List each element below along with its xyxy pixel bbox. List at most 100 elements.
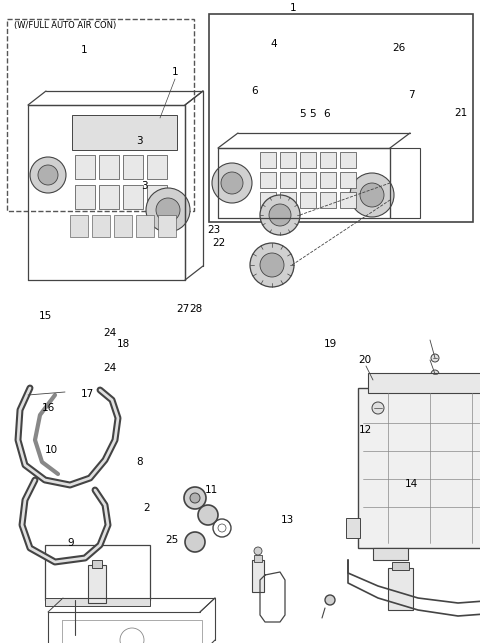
Bar <box>123 155 143 179</box>
Bar <box>92 560 102 568</box>
Text: 7: 7 <box>408 90 415 100</box>
Text: 24: 24 <box>103 328 116 338</box>
Text: 8: 8 <box>136 457 143 467</box>
Bar <box>7 19 194 211</box>
Text: 18: 18 <box>117 339 131 349</box>
Bar <box>260 152 276 168</box>
Bar <box>252 560 264 592</box>
Text: 20: 20 <box>358 355 372 365</box>
Circle shape <box>198 505 218 525</box>
Bar <box>340 152 356 168</box>
Text: 5: 5 <box>299 109 306 120</box>
Text: 3: 3 <box>136 136 143 147</box>
Text: 4: 4 <box>270 39 277 49</box>
Text: 14: 14 <box>405 478 419 489</box>
Circle shape <box>372 402 384 414</box>
Circle shape <box>38 165 58 185</box>
Text: (W/FULL AUTO AIR CON): (W/FULL AUTO AIR CON) <box>14 21 117 30</box>
Text: 1: 1 <box>81 45 87 55</box>
Bar <box>114 215 132 237</box>
Bar <box>72 115 177 150</box>
Bar <box>99 155 119 179</box>
Bar <box>358 388 480 548</box>
Circle shape <box>250 243 294 287</box>
Text: 2: 2 <box>143 503 150 513</box>
Text: 17: 17 <box>81 388 94 399</box>
Bar <box>340 192 356 208</box>
Text: 11: 11 <box>204 485 218 495</box>
Text: 12: 12 <box>359 424 372 435</box>
Circle shape <box>190 493 200 503</box>
Text: 6: 6 <box>251 86 258 96</box>
Text: 26: 26 <box>392 43 405 53</box>
Bar <box>88 565 106 603</box>
Bar <box>320 152 336 168</box>
Bar <box>260 172 276 188</box>
Bar <box>62 620 202 643</box>
Bar <box>92 215 110 237</box>
Text: 10: 10 <box>45 445 59 455</box>
Text: 21: 21 <box>454 107 468 118</box>
Bar <box>136 215 154 237</box>
Bar <box>320 192 336 208</box>
Text: 15: 15 <box>39 311 52 322</box>
Bar <box>209 14 473 222</box>
Bar <box>260 192 276 208</box>
Bar <box>392 562 409 570</box>
Bar <box>158 215 176 237</box>
Bar <box>75 155 95 179</box>
Bar <box>300 172 316 188</box>
Text: 3: 3 <box>141 181 147 192</box>
Circle shape <box>260 253 284 277</box>
Bar <box>45 598 150 606</box>
Bar <box>373 548 408 560</box>
Circle shape <box>260 195 300 235</box>
Bar <box>320 172 336 188</box>
Bar <box>340 172 356 188</box>
Text: 23: 23 <box>207 225 220 235</box>
Circle shape <box>221 172 243 194</box>
Circle shape <box>325 595 335 605</box>
Text: 1: 1 <box>172 67 178 77</box>
Bar <box>254 555 262 562</box>
Text: 1: 1 <box>289 3 296 13</box>
Bar <box>300 152 316 168</box>
Text: 9: 9 <box>68 538 74 548</box>
Text: 25: 25 <box>165 535 179 545</box>
Circle shape <box>30 157 66 193</box>
Bar <box>300 192 316 208</box>
Circle shape <box>431 370 439 378</box>
Circle shape <box>431 354 439 362</box>
Circle shape <box>146 188 190 232</box>
Bar <box>147 155 167 179</box>
Text: 5: 5 <box>309 109 315 120</box>
Bar <box>280 172 296 188</box>
Bar <box>147 185 167 209</box>
Circle shape <box>269 204 291 226</box>
Circle shape <box>360 183 384 207</box>
Bar <box>99 185 119 209</box>
Bar <box>390 148 420 218</box>
Text: 16: 16 <box>41 403 55 413</box>
Text: 22: 22 <box>212 238 225 248</box>
Bar <box>280 192 296 208</box>
Circle shape <box>350 173 394 217</box>
Text: 13: 13 <box>280 514 294 525</box>
Text: 19: 19 <box>324 339 337 349</box>
Circle shape <box>254 547 262 555</box>
Text: 27: 27 <box>176 303 189 314</box>
Bar <box>388 568 413 610</box>
Text: 24: 24 <box>103 363 116 373</box>
Bar <box>368 373 480 393</box>
Circle shape <box>184 487 206 509</box>
Circle shape <box>212 163 252 203</box>
Bar <box>70 215 88 237</box>
Text: 28: 28 <box>189 303 203 314</box>
Bar <box>346 518 360 538</box>
Text: 6: 6 <box>323 109 330 120</box>
Bar <box>280 152 296 168</box>
Circle shape <box>185 532 205 552</box>
Circle shape <box>156 198 180 222</box>
Bar <box>45 545 150 600</box>
Bar <box>123 185 143 209</box>
